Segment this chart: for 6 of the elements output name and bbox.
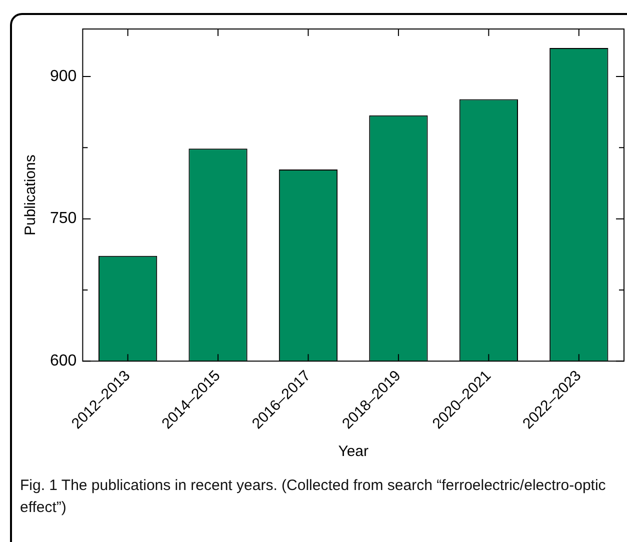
y-axis-title: Publications	[22, 154, 40, 236]
y-tick-label: 750	[50, 210, 77, 228]
y-tick-label: 600	[50, 352, 77, 370]
x-axis-title: Year	[338, 443, 369, 460]
y-tick-label: 900	[50, 68, 77, 85]
caption: Fig. 1 The publications in recent years. (Collected from search “ferroelectric/electro-optic effect”)	[20, 476, 607, 518]
